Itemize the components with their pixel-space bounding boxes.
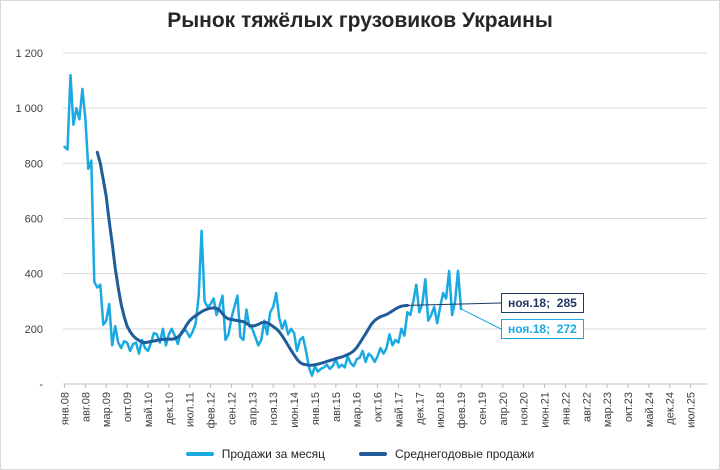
x-tick-label: май.10	[143, 392, 155, 427]
x-tick-label: июл.25	[686, 392, 698, 428]
monthly-callout-leader	[460, 308, 502, 330]
x-tick-label: мар.16	[352, 392, 364, 427]
y-tick-label: -	[39, 379, 43, 391]
x-tick-label: апр.13	[247, 392, 259, 425]
x-tick-label: янв.08	[59, 392, 71, 425]
average-callout-date: ноя.18	[508, 296, 547, 310]
legend-label-average: Среднегодовые продажи	[395, 447, 535, 461]
monthly-callout-separator: ;	[546, 322, 551, 336]
series-line-monthly	[63, 73, 463, 377]
y-tick-label: 400	[25, 269, 43, 281]
y-tick-label: 600	[25, 214, 43, 226]
average-callout-value: 285	[556, 296, 577, 310]
x-tick-label: авг.22	[581, 392, 593, 422]
legend-label-monthly: Продажи за месяц	[221, 447, 325, 461]
x-tick-label: окт.09	[122, 392, 134, 422]
x-tick-label: дек.17	[414, 392, 426, 425]
legend-item-average[interactable]: Среднегодовые продажи	[359, 447, 534, 461]
average-callout: ноя.18; 285	[501, 293, 584, 313]
y-tick-label: 800	[25, 158, 43, 170]
monthly-callout-value: 272	[556, 322, 577, 336]
x-tick-label: июн.14	[289, 392, 301, 428]
x-tick-label: май.17	[393, 392, 405, 427]
x-tick-label: фев.19	[456, 392, 468, 428]
x-tick-label: ноя.20	[519, 392, 531, 425]
x-tick-label: мар.23	[602, 392, 614, 427]
chart-legend: Продажи за месяц Среднегодовые продажи	[1, 447, 719, 461]
x-tick-label: авг.15	[331, 392, 343, 422]
x-tick-label: фев.12	[206, 392, 218, 428]
x-tick-label: янв.15	[310, 392, 322, 425]
series-line-average	[95, 150, 409, 367]
average-callout-separator: ;	[546, 296, 551, 310]
x-tick-label: окт.23	[623, 392, 635, 422]
x-tick-label: сен.19	[477, 392, 489, 425]
x-tick-label: окт.16	[373, 392, 385, 422]
monthly-callout: ноя.18; 272	[501, 319, 584, 339]
legend-swatch-monthly	[185, 452, 214, 456]
legend-swatch-average	[359, 452, 387, 456]
y-tick-label: 1 200	[15, 48, 43, 60]
chart-title: Рынок тяжёлых грузовиков Украины	[167, 9, 553, 32]
x-tick-label: дек.10	[164, 392, 176, 425]
x-tick-label: дек.24	[665, 392, 677, 425]
x-tick-label: сен.12	[226, 392, 238, 425]
x-tick-label: апр.20	[498, 392, 510, 425]
x-tick-label: янв.22	[560, 392, 572, 425]
x-tick-label: ноя.13	[268, 392, 280, 425]
x-tick-label: мар.09	[101, 392, 113, 427]
monthly-callout-date: ноя.18	[508, 322, 547, 336]
x-tick-label: июл.18	[435, 392, 447, 428]
x-tick-label: июн.21	[540, 392, 552, 428]
average-callout-leader	[407, 302, 502, 306]
y-tick-label: 1 000	[15, 103, 43, 115]
x-tick-label: авг.08	[80, 392, 92, 422]
legend-item-monthly[interactable]: Продажи за месяц	[185, 447, 325, 461]
x-tick-label: июл.11	[185, 392, 197, 427]
y-tick-label: 200	[25, 324, 43, 336]
x-tick-label: май.24	[644, 392, 656, 427]
